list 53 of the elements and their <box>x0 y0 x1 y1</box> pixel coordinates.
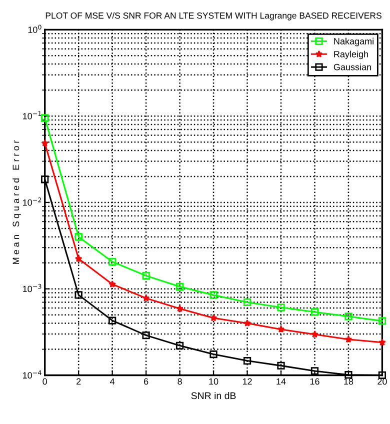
x-tick-label: 0 <box>42 378 48 385</box>
point <box>210 350 218 358</box>
point <box>41 139 49 146</box>
y-tick-label: 10$^{0}$ <box>28 24 42 33</box>
point <box>210 291 218 299</box>
x-tick-label: 6 <box>144 378 148 385</box>
x-tick-label: 4 <box>110 378 115 385</box>
point <box>378 338 386 346</box>
x-tick-label: 14 <box>276 378 286 385</box>
point <box>344 312 352 320</box>
y-axis-title: M e a n S q u a r e d E r r o r <box>12 140 21 264</box>
point <box>378 317 386 325</box>
legend-label: Gaussian <box>334 64 371 70</box>
point <box>176 282 184 290</box>
point <box>311 330 318 338</box>
point <box>142 331 150 340</box>
point <box>344 336 352 343</box>
point <box>108 316 116 324</box>
point <box>74 233 82 241</box>
x-tick-label: 2 <box>76 378 81 385</box>
point <box>243 356 252 365</box>
point <box>176 342 184 350</box>
point <box>142 294 150 302</box>
point <box>74 254 82 262</box>
point <box>277 304 285 312</box>
point <box>310 367 319 375</box>
point <box>41 114 49 122</box>
x-tick-label: 10 <box>209 378 218 385</box>
point <box>277 326 285 333</box>
point <box>277 362 285 370</box>
y-tick-label: 10$^{−4}$ <box>22 370 42 379</box>
point <box>344 371 352 379</box>
point <box>176 304 184 312</box>
x-tick-label: 16 <box>310 378 320 385</box>
x-tick-label: 12 <box>242 378 252 385</box>
y-tick-label: 10$^{−3}$ <box>22 284 42 292</box>
point <box>310 308 319 316</box>
point <box>244 319 251 326</box>
point <box>210 314 218 322</box>
point <box>142 272 150 280</box>
y-tick-label: 10$^{−1}$ <box>22 111 42 120</box>
point <box>243 298 252 306</box>
x-tick-label: 18 <box>344 378 354 385</box>
legend-label: Nakagami <box>334 38 374 46</box>
point <box>41 176 49 184</box>
x-axis-title: SNR in dB <box>191 392 236 400</box>
point <box>108 280 116 288</box>
point <box>108 258 116 266</box>
point <box>74 291 82 299</box>
legend-label: Rayleigh <box>334 50 368 60</box>
y-tick-label: 10$^{−2}$ <box>22 198 42 206</box>
chart-title: PLOT OF MSE V/S SNR FOR AN LTE SYSTEM WITH Lagrange BASED RECEIVERS <box>46 12 382 20</box>
x-tick-label: 8 <box>178 378 182 385</box>
